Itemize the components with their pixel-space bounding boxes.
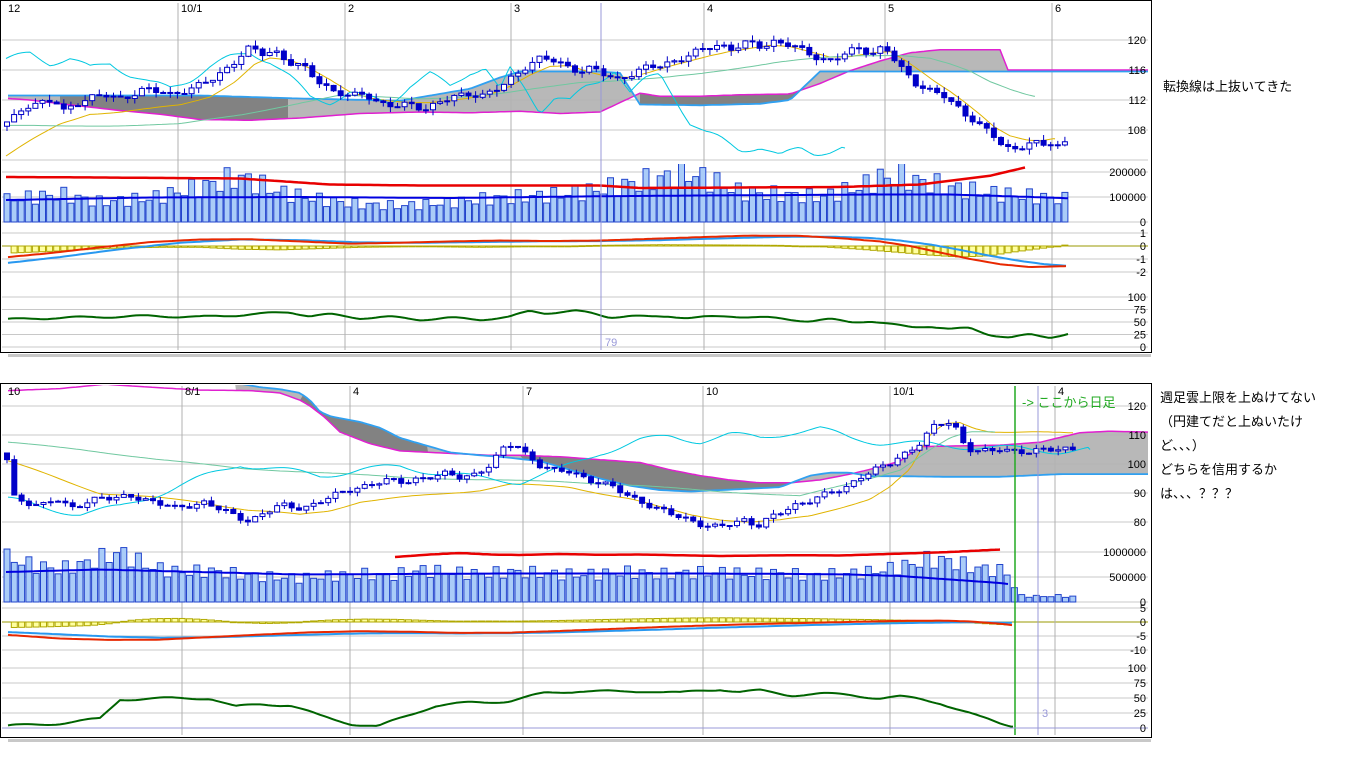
- rsi-panel: [7, 309, 1069, 339]
- svg-text:0: 0: [1140, 342, 1146, 353]
- svg-text:0: 0: [1140, 217, 1146, 229]
- svg-text:7: 7: [526, 386, 532, 398]
- volume-panel: [3, 164, 1069, 223]
- price-panel: [5, 44, 1148, 157]
- annotation-weekly-line: は、、、？？？: [1160, 486, 1239, 501]
- svg-text:4: 4: [353, 386, 359, 398]
- svg-text:0: 0: [1140, 241, 1146, 253]
- svg-text:75: 75: [1134, 678, 1146, 690]
- candles: [4, 35, 1068, 155]
- svg-text:116: 116: [1128, 65, 1146, 77]
- svg-text:-1: -1: [1136, 254, 1146, 266]
- svg-text:90: 90: [1134, 488, 1146, 500]
- svg-text:80: 80: [1134, 517, 1146, 529]
- chart-canvas-weekly[interactable]: -> ここから日足 3 10 8/1 4 7 10 10/1 4 120 110 100 90 80 100…: [0, 382, 1153, 739]
- window-shadow: [8, 354, 1151, 357]
- chart-window-daily[interactable]: 79 12 10/1 2 3 4 5 6 120 116 112 108 200000 100000 0 1 0…: [0, 0, 1153, 354]
- svg-text:3: 3: [514, 3, 520, 15]
- macd-panel: [7, 617, 1013, 641]
- window-shadow: [8, 739, 1151, 742]
- svg-text:50: 50: [1134, 693, 1146, 705]
- svg-text:0: 0: [1140, 617, 1146, 629]
- svg-text:25: 25: [1134, 330, 1146, 342]
- svg-text:0: 0: [1140, 597, 1146, 609]
- chart-overlays: -> ここから日足 3: [2, 386, 1148, 735]
- svg-text:2: 2: [348, 3, 354, 15]
- svg-text:108: 108: [1128, 125, 1146, 137]
- svg-text:1000000: 1000000: [1103, 547, 1146, 559]
- svg-text:-5: -5: [1136, 631, 1146, 643]
- chart-window-weekly[interactable]: -> ここから日足 3 10 8/1 4 7 10 10/1 4 120 110 100 90 80 100…: [0, 382, 1153, 739]
- svg-text:100: 100: [1128, 292, 1146, 304]
- svg-text:8/1: 8/1: [185, 386, 200, 398]
- annotation-weekly-line: 週足雲上限を上ぬけてない: [1160, 390, 1317, 405]
- candles: [4, 419, 1076, 531]
- svg-text:100: 100: [1128, 663, 1146, 675]
- rsi-panel: [7, 688, 1013, 728]
- crosshair-value: 3: [1042, 708, 1048, 720]
- svg-text:6: 6: [1055, 3, 1061, 15]
- svg-text:10: 10: [706, 386, 718, 398]
- svg-text:75: 75: [1134, 305, 1146, 317]
- annotation-weekly: 週足雲上限を上ぬけてない （円建てだと上ぬいたけ ど、、、） どちらを信用するか…: [1160, 386, 1316, 506]
- svg-text:500000: 500000: [1109, 572, 1146, 584]
- price-panel: [7, 385, 1148, 523]
- svg-text:25: 25: [1134, 708, 1146, 720]
- svg-text:0: 0: [1140, 723, 1146, 735]
- svg-text:120: 120: [1128, 401, 1146, 413]
- svg-text:4: 4: [707, 3, 713, 15]
- svg-text:5: 5: [1140, 603, 1146, 615]
- svg-text:100: 100: [1128, 459, 1146, 471]
- svg-text:4: 4: [1058, 386, 1064, 398]
- chart-overlays: 79: [600, 3, 617, 350]
- annotation-daily: 転換線は上抜いてきた: [1163, 79, 1293, 94]
- svg-text:200000: 200000: [1109, 167, 1146, 179]
- svg-text:110: 110: [1128, 430, 1146, 442]
- svg-text:5: 5: [888, 3, 894, 15]
- svg-text:-2: -2: [1136, 267, 1146, 279]
- svg-text:12: 12: [8, 3, 20, 15]
- svg-text:1: 1: [1140, 228, 1146, 240]
- gridlines: [2, 386, 1148, 735]
- svg-text:50: 50: [1134, 317, 1146, 329]
- svg-text:112: 112: [1128, 95, 1146, 107]
- svg-text:100000: 100000: [1109, 192, 1146, 204]
- svg-text:10: 10: [8, 386, 20, 398]
- svg-text:120: 120: [1128, 35, 1146, 47]
- volume-panel: [3, 547, 1077, 603]
- annotation-weekly-line: どちらを信用するか: [1160, 462, 1278, 477]
- crosshair-value: 79: [605, 337, 617, 349]
- svg-text:10/1: 10/1: [893, 386, 914, 398]
- annotation-weekly-line: （円建てだと上ぬいたけ: [1160, 414, 1304, 429]
- axis-labels: 12 10/1 2 3 4 5 6120116112108200000100000010-1…: [8, 3, 1146, 354]
- macd-panel: [7, 234, 1069, 268]
- axis-labels: 10 8/1 4 7 10 10/1 4 120 110 100 90 80 1000000 500000…: [8, 386, 1146, 735]
- svg-text:10/1: 10/1: [181, 3, 202, 15]
- svg-text:-10: -10: [1130, 645, 1146, 657]
- daily-start-marker-label: -> ここから日足: [1022, 395, 1116, 410]
- annotation-weekly-line: ど、、、）: [1160, 438, 1205, 453]
